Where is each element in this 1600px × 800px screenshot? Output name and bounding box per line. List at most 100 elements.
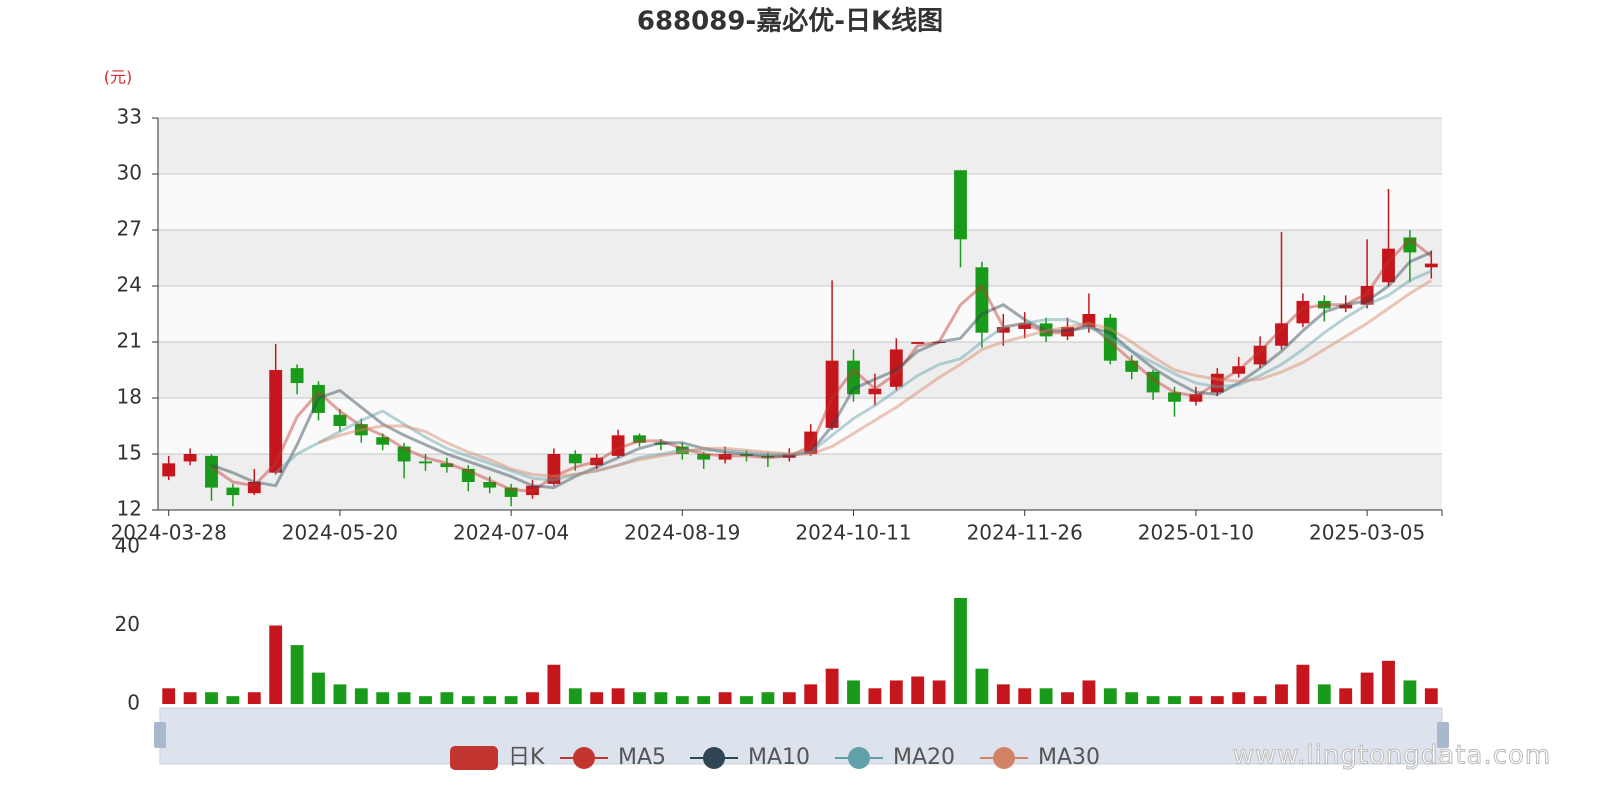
volume-bar [1039,688,1053,704]
volume-bar [1189,696,1203,704]
candle-body [954,170,967,240]
volume-bar [226,696,240,704]
ma-line [274,269,1432,482]
volume-bar [782,692,796,704]
candle-body [1253,345,1267,365]
volume-bar [1360,672,1374,704]
candle-body [547,454,561,484]
candle-body [590,457,604,466]
candle-body [761,455,775,458]
x-tick-label: 2025-03-05 [1309,521,1425,545]
candle-body [1103,317,1117,361]
legend-item[interactable]: MA10 [690,745,810,770]
volume-bar [889,680,903,704]
volume-bar [611,688,625,704]
candle-body [633,435,646,443]
volume-bar [269,625,283,704]
candle-body [526,485,539,496]
grid-band [158,286,1442,342]
zoom-slider[interactable] [159,707,1443,765]
x-tick-label: 2024-08-19 [624,521,740,545]
candle-body [1296,300,1310,324]
legend-label: MA20 [893,745,955,770]
y-tick-label: 12 [117,497,142,521]
legend-label: 日K [508,745,545,770]
candle-body [1403,237,1417,253]
candle-body [376,437,390,445]
volume-bar [461,696,475,704]
x-tick-label: 2024-03-28 [111,521,227,545]
volume-bar [354,688,368,704]
candle-body [568,454,582,464]
volume-bar [1061,692,1074,704]
candle-body [825,360,839,428]
y-tick-label: 21 [117,329,142,353]
legend-item[interactable]: MA20 [835,745,955,770]
candle-body [1339,304,1353,309]
candle-body [162,463,176,477]
volume-bar [1403,680,1417,704]
candle-body [1232,366,1246,374]
candle-body [247,482,261,494]
candle-body [654,442,668,445]
candle-body [312,384,325,413]
candle-body [504,487,518,497]
volume-bar [954,598,967,704]
ma-line [318,279,1433,478]
legend-item[interactable]: MA30 [980,745,1100,770]
volume-bar [1210,696,1224,704]
y-tick-label: 27 [117,217,142,241]
volume-bar [183,692,197,704]
volume-bar [1296,664,1310,704]
legend-item[interactable]: 日K [450,745,545,770]
volume-bar [697,696,711,704]
volume-bar [911,676,925,704]
volume-bar [1168,696,1181,704]
x-tick-label: 2024-07-04 [453,521,569,545]
volume-bar [247,692,261,704]
legend-label: MA5 [618,745,666,770]
legend-item[interactable]: MA5 [560,745,666,770]
candle-body [354,424,368,436]
candle-body [1018,323,1032,329]
volume-bar [1382,660,1395,704]
candle-body [847,360,860,395]
volume-bar [1103,688,1117,704]
candle-body [975,267,989,333]
candle-body [1210,373,1224,393]
legend-icon [848,747,870,769]
candle-body [397,446,411,462]
legend-icon [450,746,498,770]
volume-bar [804,684,818,704]
legend-icon [703,747,725,769]
grid-band [158,230,1442,286]
plot-area: 12 15 18 21 24 27 30 33 2024-03-28 2024-05-20 2024… [111,105,1443,715]
candle-body [461,468,475,482]
candle-body [740,454,753,456]
candle-body [675,446,689,454]
candle-body [419,461,432,464]
candle-body [226,487,240,496]
candle-body [1382,248,1395,283]
legend-label: MA10 [748,745,810,770]
volume-bar [1253,696,1267,704]
x-tick-label: 2024-11-26 [967,521,1083,545]
volume-bar [526,692,539,704]
candle-body [911,342,925,344]
volume-bar [419,696,432,704]
candle-body [697,454,711,460]
volume-bar [718,692,732,704]
legend-icon [993,747,1015,769]
candle-body [1275,323,1288,346]
grid-band [158,454,1442,510]
volume-bar [333,684,347,704]
volume-tick-label: 40 [115,534,140,558]
candle-body [718,454,732,460]
zoom-handle[interactable] [1437,722,1449,748]
volume-bar [1018,688,1032,704]
candle-body [1317,300,1331,309]
candle-body [1039,323,1053,337]
zoom-handle[interactable] [154,722,166,748]
candle-body [996,327,1010,333]
